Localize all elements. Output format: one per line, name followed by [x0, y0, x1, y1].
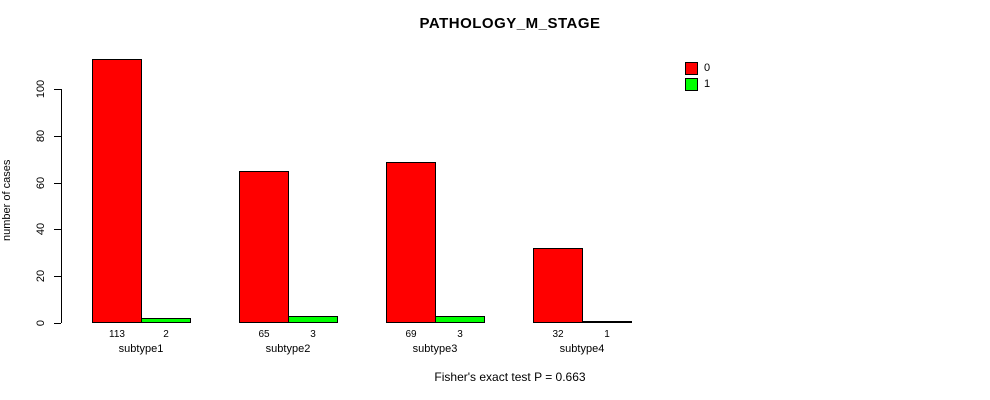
x-category-label: subtype1	[118, 343, 164, 355]
legend-label: 0	[704, 61, 711, 74]
bar-value-label: 65	[258, 329, 270, 340]
y-axis-tick	[54, 229, 61, 230]
y-tick-label: 80	[35, 129, 47, 143]
y-axis-tick	[54, 89, 61, 90]
legend-swatch-0	[685, 61, 698, 75]
x-category-label: subtype4	[559, 343, 605, 355]
footnote-text: Fisher's exact test P = 0.663	[434, 370, 586, 384]
y-tick-label: 20	[35, 269, 47, 283]
y-axis-tick	[54, 183, 61, 184]
bar-value-label: 3	[310, 329, 316, 340]
bar-1-subtype4	[582, 321, 632, 323]
bar-1-subtype2	[288, 316, 338, 323]
legend-label: 1	[704, 77, 711, 90]
bar-1-subtype1	[141, 318, 191, 323]
bar-value-label: 3	[457, 329, 463, 340]
bar-value-label: 113	[109, 329, 125, 340]
y-axis-tick	[54, 276, 61, 277]
bar-0-subtype2	[239, 171, 289, 323]
y-tick-label: 0	[35, 319, 47, 327]
y-tick-label: 60	[35, 176, 47, 190]
bar-value-label: 69	[405, 329, 417, 340]
legend-swatch-1	[685, 77, 698, 91]
y-axis-title: number of cases	[1, 159, 13, 241]
bar-value-label: 1	[604, 329, 610, 340]
chart-title: PATHOLOGY_M_STAGE	[419, 15, 601, 32]
x-category-label: subtype3	[412, 343, 458, 355]
y-tick-label: 40	[35, 222, 47, 236]
legend-item: 1	[685, 76, 710, 92]
y-axis-tick	[54, 323, 61, 324]
y-axis-tick	[54, 136, 61, 137]
x-category-label: subtype2	[265, 343, 311, 355]
bar-value-label: 32	[552, 329, 564, 340]
bar-0-subtype3	[386, 162, 436, 323]
bar-0-subtype1	[92, 59, 142, 323]
bar-0-subtype4	[533, 248, 583, 323]
bar-1-subtype3	[435, 316, 485, 323]
y-axis-line	[61, 89, 62, 323]
y-tick-label: 100	[35, 79, 47, 99]
legend-item: 0	[685, 60, 710, 76]
bar-value-label: 2	[163, 329, 169, 340]
